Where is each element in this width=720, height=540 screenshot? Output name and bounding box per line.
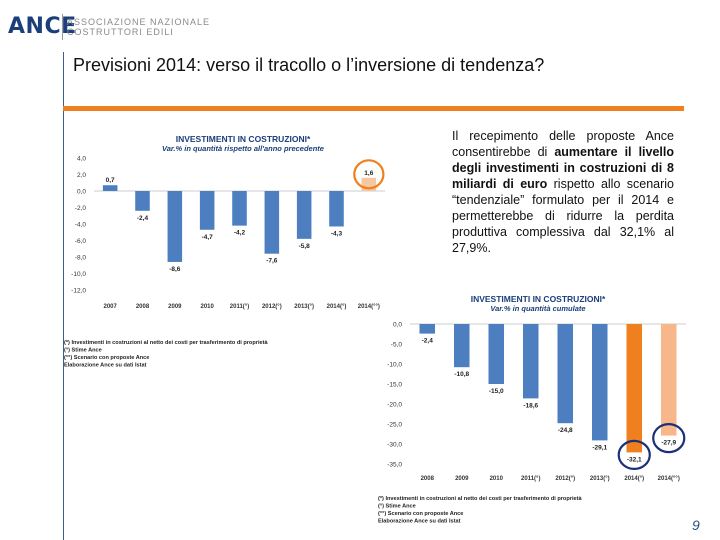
category-label: 2009	[455, 476, 469, 482]
y-tick-label: -10,0	[71, 271, 86, 278]
ance-logo: ANCE	[8, 14, 77, 39]
bar-2009	[167, 191, 183, 262]
chart-subtitle: Var.% in quantità cumulate	[490, 304, 585, 313]
y-tick-label: -10,0	[387, 362, 402, 369]
bar-value-label: -24,8	[558, 427, 573, 434]
bar-2011(°)	[232, 191, 247, 226]
category-label: 2010	[490, 476, 504, 482]
y-tick-label: -2,0	[75, 205, 87, 212]
y-tick-label: -20,0	[387, 402, 402, 409]
chart-cumulative-change: INVESTIMENTI IN COSTRUZIONI* Var.% in qua…	[368, 292, 690, 532]
chart-note: (*) Investimenti in costruzioni al netto…	[64, 340, 268, 346]
description-part1: Il recepimento delle proposte Ance conse…	[452, 129, 674, 159]
category-label: 2011(°)	[521, 476, 540, 482]
bar-value-label: -27,9	[661, 440, 676, 447]
chart-note: Elaborazione Ance su dati Istat	[378, 519, 461, 525]
bar-value-label: -18,6	[523, 402, 538, 409]
bar-2014(°°)	[660, 324, 677, 436]
bar-value-label: -32,1	[627, 456, 642, 463]
title-underline-bar	[63, 106, 684, 111]
category-label: 2014(°°)	[358, 304, 380, 310]
chart-note: (°) Stime Ance	[378, 504, 416, 510]
y-tick-label: -6,0	[75, 238, 87, 245]
highlight-circle	[617, 439, 651, 470]
category-label: 2012(°)	[555, 476, 575, 482]
chart-note: (°°) Scenario con proposte Ance	[64, 355, 149, 361]
slide-title: Previsioni 2014: verso il tracollo o l’i…	[73, 55, 545, 75]
bar-2014(°)	[626, 324, 643, 453]
category-label: 2008	[136, 304, 150, 310]
chart-note: (°°) Scenario con proposte Ance	[378, 511, 463, 517]
bar-2012(°)	[557, 324, 574, 424]
bar-value-label: -29,1	[592, 444, 607, 451]
y-tick-label: 0,0	[77, 189, 86, 196]
bar-2009	[453, 324, 470, 368]
org-name-line2: COSTRUTTORI EDILI	[67, 27, 174, 37]
bar-2007	[102, 185, 118, 191]
category-label: 2010	[200, 304, 214, 310]
left-divider	[63, 52, 64, 540]
bar-2013(°)	[296, 191, 312, 239]
bar-2010	[488, 324, 505, 384]
y-tick-label: -4,0	[75, 222, 87, 229]
category-label: 2013(°)	[590, 476, 610, 482]
y-tick-label: -35,0	[387, 462, 402, 469]
chart-title: INVESTIMENTI IN COSTRUZIONI*	[471, 294, 606, 304]
bar-value-label: -7,6	[266, 258, 278, 265]
page-number: 9	[692, 517, 700, 533]
category-label: 2007	[103, 304, 117, 310]
bar-value-label: -4,7	[202, 234, 214, 241]
chart-note: (°) Stime Ance	[64, 348, 102, 354]
bar-2010	[199, 191, 215, 230]
chart-annual-change-svg: INVESTIMENTI IN COSTRUZIONI*Var.% in qua…	[64, 134, 385, 369]
y-tick-label: -8,0	[75, 255, 87, 262]
chart-subtitle: Var.% in quantità rispetto all'anno prec…	[162, 144, 324, 153]
bar-value-label: 1,6	[364, 170, 373, 177]
highlight-circle	[652, 423, 686, 454]
description-part2: rispetto allo scenario “tendenziale” for…	[452, 177, 674, 255]
bar-value-label: -4,3	[331, 230, 343, 237]
y-tick-label: -15,0	[387, 382, 402, 389]
bar-2014(°)	[329, 191, 344, 227]
category-label: 2012(°)	[262, 304, 282, 310]
bar-value-label: -8,6	[169, 266, 181, 273]
y-tick-label: -30,0	[387, 442, 402, 449]
org-name: ASSOCIAZIONE NAZIONALE COSTRUTTORI EDILI	[67, 17, 210, 37]
y-tick-label: -25,0	[387, 422, 402, 429]
y-tick-label: 4,0	[77, 156, 86, 163]
chart-note: (*) Investimenti in costruzioni al netto…	[378, 496, 582, 502]
chart-note: Elaborazione Ance su dati Istat	[64, 363, 147, 369]
category-label: 2008	[421, 476, 435, 482]
bar-2011(°)	[522, 324, 539, 399]
bar-value-label: -5,8	[299, 243, 311, 250]
description-text: Il recepimento delle proposte Ance conse…	[452, 128, 674, 256]
chart-title: INVESTIMENTI IN COSTRUZIONI*	[176, 134, 311, 144]
category-label: 2014(°)	[327, 304, 347, 310]
bar-2012(°)	[264, 191, 280, 254]
bar-2008	[135, 191, 150, 211]
bar-2008	[419, 324, 436, 334]
bar-value-label: 0,7	[106, 177, 115, 184]
logo-separator	[62, 14, 63, 40]
y-tick-label: -12,0	[71, 288, 86, 295]
y-tick-label: 0,0	[393, 322, 402, 329]
description-bold: aumentare il livello degli investimenti …	[452, 145, 674, 191]
y-tick-label: 2,0	[77, 172, 86, 179]
category-label: 2011(°)	[230, 304, 249, 310]
chart-annual-change: INVESTIMENTI IN COSTRUZIONI* Var.% in qua…	[60, 128, 390, 376]
bar-value-label: -15,0	[489, 388, 504, 395]
category-label: 2009	[168, 304, 182, 310]
category-label: 2014(°°)	[658, 476, 680, 482]
bar-value-label: -2,4	[422, 338, 434, 345]
bar-value-label: -4,2	[234, 230, 246, 237]
category-label: 2013(°)	[294, 304, 314, 310]
y-tick-label: -5,0	[391, 342, 403, 349]
category-label: 2014(°)	[624, 476, 644, 482]
highlight-circle	[353, 159, 385, 190]
org-name-line1: ASSOCIAZIONE NAZIONALE	[67, 17, 211, 27]
bar-2013(°)	[591, 324, 608, 441]
bar-value-label: -10,8	[454, 371, 469, 378]
chart-cumulative-change-svg: INVESTIMENTI IN COSTRUZIONI*Var.% in qua…	[378, 294, 686, 525]
bar-value-label: -2,4	[137, 215, 149, 222]
